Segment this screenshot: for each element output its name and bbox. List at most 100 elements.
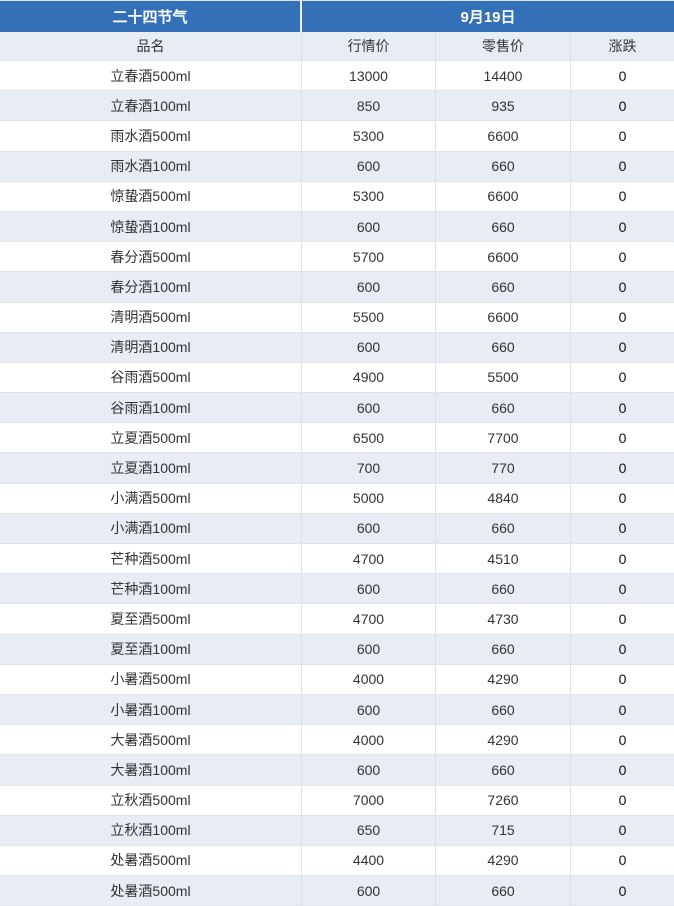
retail-price-cell: 4840 bbox=[436, 483, 571, 513]
market-price-cell: 600 bbox=[302, 634, 436, 664]
change-cell: 0 bbox=[618, 248, 627, 265]
column-header-retail-price: 零售价 bbox=[436, 32, 571, 60]
change-cell: 0 bbox=[618, 278, 627, 295]
column-header-market-price: 行情价 bbox=[302, 32, 436, 60]
product-name-cell: 夏至酒100ml bbox=[0, 634, 302, 664]
column-header-row: 品名 行情价 零售价 涨跌 bbox=[0, 32, 674, 61]
change-cell: 0 bbox=[618, 67, 627, 84]
table-row: 谷雨酒500ml 4900 5500 0 bbox=[0, 362, 674, 394]
retail-price-cell: 660 bbox=[436, 755, 571, 785]
market-price-cell: 4900 bbox=[302, 362, 436, 393]
product-name-cell: 小满酒100ml bbox=[0, 513, 302, 543]
product-name-cell: 雨水酒100ml bbox=[0, 151, 302, 181]
table-row: 惊蛰酒100ml 600 660 0 bbox=[0, 211, 674, 243]
table-row: 立秋酒100ml 650 715 0 bbox=[0, 815, 674, 846]
market-price-cell: 5300 bbox=[302, 181, 436, 211]
product-name-cell: 小暑酒500ml bbox=[0, 664, 302, 694]
retail-price-cell: 660 bbox=[436, 151, 571, 181]
product-name-cell: 大暑酒100ml bbox=[0, 755, 302, 785]
table-row: 小暑酒100ml 600 660 0 bbox=[0, 694, 674, 726]
market-price-cell: 5700 bbox=[302, 242, 436, 272]
change-cell: 0 bbox=[618, 641, 627, 658]
change-cell: 0 bbox=[618, 520, 627, 537]
table-row: 芒种酒100ml 600 660 0 bbox=[0, 574, 674, 605]
table-row: 处暑酒500ml 4400 4290 0 bbox=[0, 845, 674, 877]
change-cell: 0 bbox=[618, 399, 627, 416]
change-cell: 0 bbox=[618, 188, 627, 205]
table-row: 夏至酒500ml 4700 4730 0 bbox=[0, 604, 674, 635]
market-price-cell: 6500 bbox=[302, 423, 436, 453]
market-price-cell: 600 bbox=[302, 272, 436, 302]
change-cell: 0 bbox=[618, 429, 627, 446]
table-body: 立春酒500ml 13000 14400 0 立春酒100ml 850 935 … bbox=[0, 61, 674, 906]
retail-price-cell: 660 bbox=[436, 574, 571, 604]
change-cell: 0 bbox=[618, 339, 627, 356]
market-price-cell: 600 bbox=[302, 574, 436, 604]
product-name-cell: 清明酒500ml bbox=[0, 302, 302, 332]
date-title: 9月19日 bbox=[460, 9, 516, 26]
retail-price-cell: 660 bbox=[436, 332, 571, 362]
product-name-cell: 立春酒500ml bbox=[0, 61, 302, 91]
change-cell: 0 bbox=[618, 97, 627, 114]
retail-price-cell: 7260 bbox=[436, 785, 571, 815]
retail-price-cell: 660 bbox=[436, 694, 571, 725]
table-row: 春分酒100ml 600 660 0 bbox=[0, 272, 674, 303]
product-name-cell: 处暑酒500ml bbox=[0, 876, 302, 906]
product-name-cell: 处暑酒500ml bbox=[0, 845, 302, 876]
retail-price-cell: 660 bbox=[436, 393, 571, 423]
retail-price-cell: 660 bbox=[436, 634, 571, 664]
table-row: 惊蛰酒500ml 5300 6600 0 bbox=[0, 181, 674, 212]
market-price-cell: 4400 bbox=[302, 845, 436, 876]
table-row: 立夏酒500ml 6500 7700 0 bbox=[0, 423, 674, 454]
table-row: 立春酒500ml 13000 14400 0 bbox=[0, 61, 674, 92]
retail-price-cell: 660 bbox=[436, 876, 571, 906]
retail-price-cell: 4290 bbox=[436, 845, 571, 876]
table-row: 雨水酒100ml 600 660 0 bbox=[0, 151, 674, 182]
retail-price-cell: 770 bbox=[436, 453, 571, 483]
change-cell: 0 bbox=[618, 610, 627, 627]
retail-price-cell: 6600 bbox=[436, 121, 571, 151]
product-name-cell: 立春酒100ml bbox=[0, 91, 302, 121]
market-price-cell: 600 bbox=[302, 393, 436, 423]
market-price-cell: 13000 bbox=[302, 61, 436, 91]
change-cell: 0 bbox=[618, 369, 627, 386]
product-name-cell: 谷雨酒500ml bbox=[0, 362, 302, 393]
market-price-cell: 4000 bbox=[302, 725, 436, 755]
product-name-cell: 春分酒100ml bbox=[0, 272, 302, 302]
product-name-cell: 芒种酒500ml bbox=[0, 544, 302, 574]
market-price-cell: 5000 bbox=[302, 483, 436, 513]
retail-price-cell: 5500 bbox=[436, 362, 571, 393]
product-name-cell: 清明酒100ml bbox=[0, 332, 302, 362]
market-price-cell: 5500 bbox=[302, 302, 436, 332]
table-title-bar: 二十四节气 9月19日 bbox=[0, 1, 674, 32]
retail-price-cell: 660 bbox=[436, 272, 571, 302]
market-price-cell: 600 bbox=[302, 513, 436, 543]
change-cell: 0 bbox=[618, 701, 627, 718]
change-cell: 0 bbox=[618, 852, 627, 869]
market-price-cell: 4000 bbox=[302, 664, 436, 694]
change-cell: 0 bbox=[618, 309, 627, 326]
product-name-cell: 立秋酒100ml bbox=[0, 815, 302, 845]
market-price-cell: 700 bbox=[302, 453, 436, 483]
table-row: 大暑酒500ml 4000 4290 0 bbox=[0, 725, 674, 756]
market-price-cell: 600 bbox=[302, 211, 436, 242]
change-cell: 0 bbox=[618, 671, 627, 688]
table-row: 小暑酒500ml 4000 4290 0 bbox=[0, 664, 674, 695]
product-name-cell: 夏至酒500ml bbox=[0, 604, 302, 634]
product-name-cell: 大暑酒500ml bbox=[0, 725, 302, 755]
market-price-cell: 4700 bbox=[302, 604, 436, 634]
market-price-cell: 600 bbox=[302, 694, 436, 725]
market-price-cell: 650 bbox=[302, 815, 436, 845]
product-name-cell: 小暑酒100ml bbox=[0, 694, 302, 725]
retail-price-cell: 660 bbox=[436, 513, 571, 543]
change-cell: 0 bbox=[618, 550, 627, 567]
change-cell: 0 bbox=[618, 792, 627, 809]
table-row: 清明酒100ml 600 660 0 bbox=[0, 332, 674, 363]
table-row: 雨水酒500ml 5300 6600 0 bbox=[0, 121, 674, 152]
change-cell: 0 bbox=[618, 822, 627, 839]
retail-price-cell: 660 bbox=[436, 211, 571, 242]
table-row: 谷雨酒100ml 600 660 0 bbox=[0, 393, 674, 424]
retail-price-cell: 6600 bbox=[436, 181, 571, 211]
market-price-cell: 4700 bbox=[302, 544, 436, 574]
product-name-cell: 立秋酒500ml bbox=[0, 785, 302, 815]
